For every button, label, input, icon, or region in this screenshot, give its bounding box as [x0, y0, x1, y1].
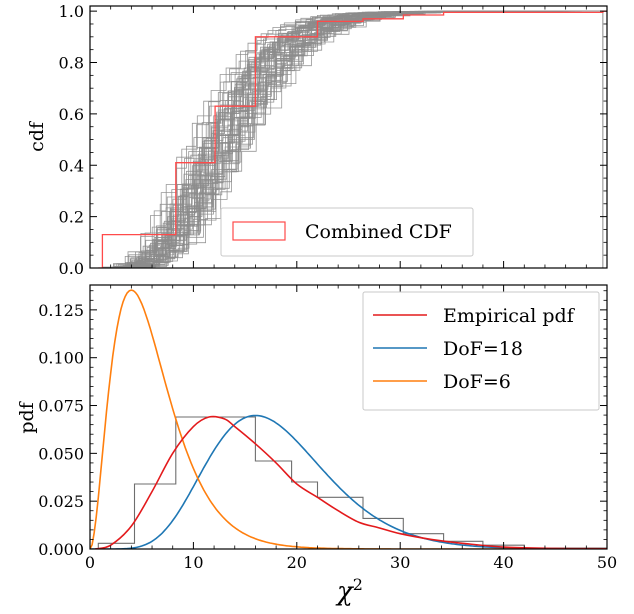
legend-label-dof-6: DoF=6 [443, 371, 511, 393]
cdf-series-combined [98, 10, 607, 268]
legend-label-combined-cdf: Combined CDF [305, 221, 452, 243]
cdf-ytick-label: 0.0 [59, 259, 84, 278]
pdf-xtick-label: 30 [390, 553, 410, 572]
legend-swatch-combined-cdf [232, 221, 286, 241]
pdf-panel: 0.000 0.025 0.050 0.075 0.100 0.125 0 10 20 30 40 5… [16, 284, 617, 607]
pdf-legend: Empirical pdf DoF=18 DoF=6 [362, 291, 600, 411]
pdf-ylabel: pdf [16, 400, 38, 433]
cdf-background-steps [98, 10, 607, 268]
cdf-ytick-label: 0.2 [59, 208, 84, 227]
cdf-legend-box [220, 207, 474, 257]
cdf-legend: Combined CDF [220, 207, 474, 257]
cdf-frame [89, 5, 608, 269]
legend-label-empirical-pdf: Empirical pdf [443, 305, 576, 327]
cdf-ytick-label: 0.8 [59, 54, 84, 73]
pdf-series-empirical [95, 415, 607, 549]
pdf-ytick-label: 0.025 [38, 492, 84, 511]
cdf-background-step-line [98, 10, 607, 268]
pdf-xtick-label: 50 [597, 553, 617, 572]
cdf-ticks: 0.0 0.2 0.4 0.6 0.8 1.0 [59, 2, 608, 278]
pdf-ytick-label: 0.000 [38, 540, 84, 559]
cdf-ytick-label: 0.6 [59, 105, 84, 124]
pdf-xtick-label: 40 [493, 553, 513, 572]
pdf-xtick-label: 10 [183, 553, 203, 572]
cdf-ylabel: cdf [26, 120, 48, 152]
pdf-ytick-label: 0.075 [38, 397, 84, 416]
pdf-frame [89, 284, 608, 550]
pdf-xtick-label: 0 [85, 553, 95, 572]
pdf-ytick-label: 0.050 [38, 444, 84, 463]
cdf-ytick-label: 0.4 [59, 156, 84, 175]
cdf-series-group [98, 10, 607, 268]
cdf-panel: 0.0 0.2 0.4 0.6 0.8 1.0 cdf Combined CDF [26, 2, 608, 278]
cdf-ytick-label: 1.0 [59, 2, 84, 21]
pdf-ytick-label: 0.125 [38, 301, 84, 320]
pdf-ticks: 0.000 0.025 0.050 0.075 0.100 0.125 0 10 20 30 40 5… [38, 285, 617, 572]
pdf-xlabel: χ2 [335, 575, 363, 607]
pdf-ytick-label: 0.100 [38, 349, 84, 368]
legend-label-dof-18: DoF=18 [443, 338, 523, 360]
pdf-xtick-label: 20 [287, 553, 307, 572]
